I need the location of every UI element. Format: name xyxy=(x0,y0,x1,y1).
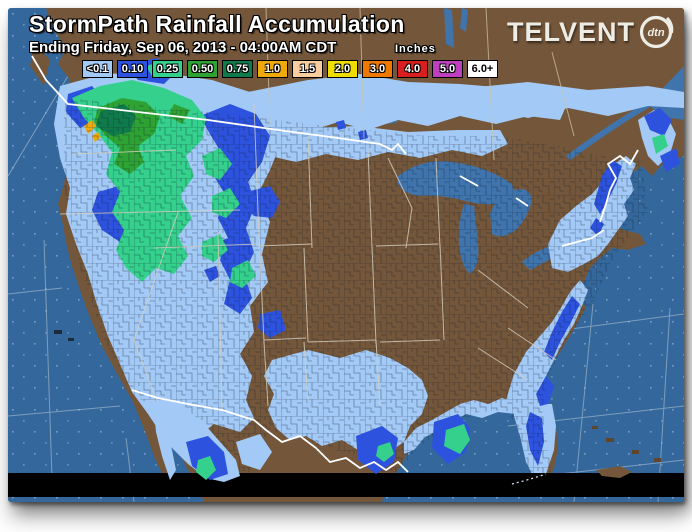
legend-swatch: 0.10 xyxy=(117,60,148,78)
telvent-logo: TELVENT dtn xyxy=(507,12,676,52)
state-borders xyxy=(59,103,557,411)
rainfall-map-window: StormPath Rainfall Accumulation Ending F… xyxy=(8,8,684,502)
legend-swatch: 1.0 xyxy=(257,60,288,78)
legend-swatch: 4.0 xyxy=(397,60,428,78)
legend-swatch: 3.0 xyxy=(362,60,393,78)
county-outlines-texture xyxy=(64,98,648,484)
cutoff-overlays xyxy=(54,330,661,485)
legend-swatch: 0.25 xyxy=(152,60,183,78)
us-canada-border xyxy=(31,55,639,247)
map-title: StormPath Rainfall Accumulation xyxy=(29,11,405,37)
cuba-islet xyxy=(596,466,632,478)
legend-swatch: 6.0+ xyxy=(467,60,498,78)
bahamas-islets xyxy=(592,426,661,462)
dtn-badge-text: dtn xyxy=(647,27,664,39)
graticule-lines xyxy=(8,65,684,502)
legend-swatch: 0.75 xyxy=(222,60,253,78)
telvent-wordmark: TELVENT xyxy=(507,16,635,47)
legend-swatch: 0.50 xyxy=(187,60,218,78)
us-mexico-border xyxy=(131,389,409,473)
map-subtitle: Ending Friday, Sep 06, 2013 - 04:00AM CD… xyxy=(29,39,337,56)
rainfall-legend: <0.1 0.10 0.25 0.50 0.75 1.0 1.5 2.0 3.0 4.0 5.0 6.… xyxy=(82,60,498,78)
vancouver-island xyxy=(30,42,50,86)
radar-cutoff-band xyxy=(8,473,684,497)
legend-units-label: Inches xyxy=(395,43,436,55)
us-rainfall-map xyxy=(8,8,684,502)
channel-islands xyxy=(54,330,74,341)
legend-swatch: 5.0 xyxy=(432,60,463,78)
legend-swatch: 2.0 xyxy=(327,60,358,78)
legend-swatch: 1.5 xyxy=(292,60,323,78)
dtn-badge-icon: dtn xyxy=(639,15,674,49)
legend-swatch: <0.1 xyxy=(82,60,113,78)
